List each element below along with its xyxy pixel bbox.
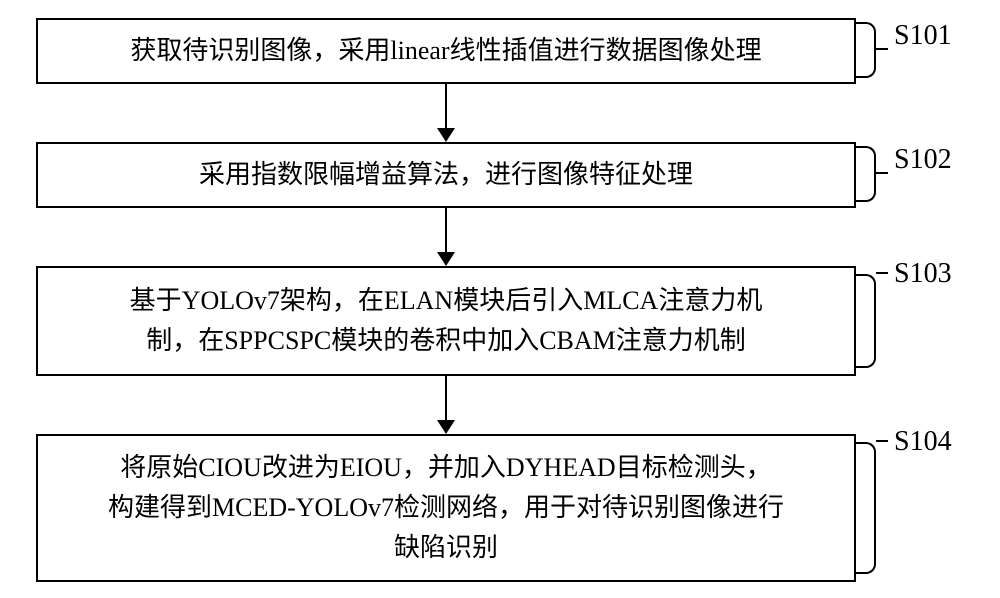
step-box-S102: 采用指数限幅增益算法，进行图像特征处理 [36,142,856,208]
bracket-tick-S103 [876,272,888,274]
step-text-S101: 获取待识别图像，采用linear线性插值进行数据图像处理 [130,31,761,71]
bracket-tick-S104 [876,440,888,442]
bracket-S102 [856,146,876,202]
arrow-1 [435,84,457,142]
bracket-tick-S101 [876,48,888,50]
step-label-S103: S103 [894,258,952,290]
bracket-S103 [856,274,876,368]
step-box-S101: 获取待识别图像，采用linear线性插值进行数据图像处理 [36,18,856,84]
step-box-S103: 基于YOLOv7架构，在ELAN模块后引入MLCA注意力机 制，在SPPCSPC… [36,266,856,376]
bracket-S101 [856,22,876,78]
step-text-S104: 将原始CIOU改进为EIOU，并加入DYHEAD目标检测头， 构建得到MCED-… [108,448,784,569]
arrow-3 [435,376,457,434]
step-text-S103: 基于YOLOv7架构，在ELAN模块后引入MLCA注意力机 制，在SPPCSPC… [130,281,763,362]
flowchart-canvas: 获取待识别图像，采用linear线性插值进行数据图像处理 S101 采用指数限幅增益… [0,0,1000,598]
step-label-S104: S104 [894,426,952,458]
bracket-S104 [856,442,876,574]
bracket-tick-S102 [876,172,888,174]
step-box-S104: 将原始CIOU改进为EIOU，并加入DYHEAD目标检测头， 构建得到MCED-… [36,434,856,582]
step-label-S101: S101 [894,20,952,52]
step-text-S102: 采用指数限幅增益算法，进行图像特征处理 [199,155,693,195]
arrow-2 [435,208,457,266]
step-label-S102: S102 [894,144,952,176]
